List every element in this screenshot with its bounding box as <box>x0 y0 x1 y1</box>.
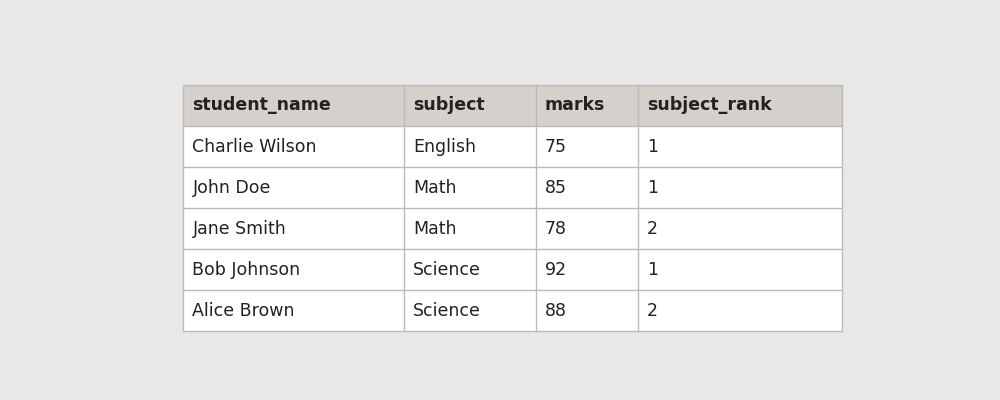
Bar <box>536 208 638 249</box>
Text: Science: Science <box>413 302 481 320</box>
Bar <box>638 126 842 167</box>
Bar <box>404 249 536 290</box>
Text: 1: 1 <box>647 138 658 156</box>
Text: 85: 85 <box>545 179 567 197</box>
Text: Math: Math <box>413 220 457 238</box>
Bar <box>404 85 536 126</box>
Bar <box>404 126 536 167</box>
Bar <box>536 126 638 167</box>
Bar <box>638 249 842 290</box>
Text: Science: Science <box>413 261 481 279</box>
Bar <box>404 167 536 208</box>
Bar <box>536 167 638 208</box>
Bar <box>536 290 638 331</box>
Bar <box>183 126 404 167</box>
Bar <box>404 208 536 249</box>
Bar <box>183 290 404 331</box>
Text: student_name: student_name <box>192 96 331 114</box>
Bar <box>638 167 842 208</box>
Text: subject_rank: subject_rank <box>647 96 772 114</box>
Text: English: English <box>413 138 476 156</box>
Text: 78: 78 <box>545 220 567 238</box>
Bar <box>404 290 536 331</box>
Text: Charlie Wilson: Charlie Wilson <box>192 138 317 156</box>
Text: 1: 1 <box>647 261 658 279</box>
Text: Math: Math <box>413 179 457 197</box>
Bar <box>638 208 842 249</box>
Text: subject: subject <box>413 96 485 114</box>
Text: 88: 88 <box>545 302 567 320</box>
Text: Alice Brown: Alice Brown <box>192 302 295 320</box>
Bar <box>536 249 638 290</box>
Text: 75: 75 <box>545 138 567 156</box>
Bar <box>638 290 842 331</box>
Text: marks: marks <box>545 96 605 114</box>
Text: 1: 1 <box>647 179 658 197</box>
Text: 92: 92 <box>545 261 567 279</box>
Bar <box>183 208 404 249</box>
Text: Bob Johnson: Bob Johnson <box>192 261 301 279</box>
Text: John Doe: John Doe <box>192 179 271 197</box>
Text: Jane Smith: Jane Smith <box>192 220 286 238</box>
Bar <box>638 85 842 126</box>
Bar <box>536 85 638 126</box>
Bar <box>183 249 404 290</box>
Text: 2: 2 <box>647 220 658 238</box>
Text: 2: 2 <box>647 302 658 320</box>
Bar <box>183 167 404 208</box>
Bar <box>183 85 404 126</box>
